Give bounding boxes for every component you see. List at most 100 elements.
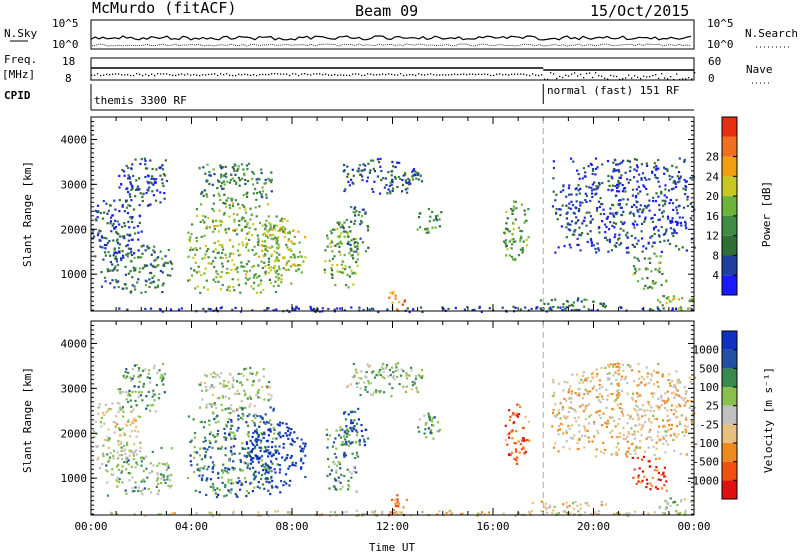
scatter-cell-11 [688,376,691,379]
scatter-cell-3 [245,246,248,249]
scatter-cell-11 [638,423,641,426]
scatter-cell-0 [114,251,117,254]
scatter-cell-11 [678,403,681,406]
scatter-cell-6 [344,454,347,457]
scatter-cell-0 [125,245,128,248]
scatter-cell-5 [300,447,303,450]
scatter-cell-11 [670,427,673,430]
scatter-cell-0 [105,244,108,247]
scatter-cell-11 [615,394,619,397]
scatter-cell-0 [106,494,109,497]
nave-dot [151,73,153,75]
scatter-cell-2 [164,159,167,162]
scatter-cell-7 [356,242,359,245]
scatter-cell-11 [646,205,649,208]
scatter-cell-11 [594,173,597,176]
scatter-cell-0 [163,478,166,481]
scatter-cell-11 [622,210,625,213]
scatter-cell-11 [595,251,598,254]
scatter-cell-11 [562,184,565,187]
scatter-cell-3 [260,416,263,419]
scatter-cell-11 [570,157,573,160]
scatter-cell-3 [193,436,196,439]
scatter-cell-3 [261,266,264,270]
scatter-cell-4 [237,176,240,179]
scatter-cell-6 [339,429,342,432]
scatter-cell-4 [258,378,261,382]
scatter-cell-10 [517,226,520,229]
scatter-cell-12 [647,286,650,290]
scatter-cell-6 [334,244,337,247]
scatter-cell-6 [347,444,351,447]
scatter-cell-10 [516,415,520,418]
scatter-cell-16 [527,510,530,513]
scatter-cell-3 [227,407,230,410]
scatter-cell-11 [598,205,601,209]
scatter-cell-16 [663,512,666,515]
scatter-cell-16 [363,512,366,515]
scatter-cell-16 [625,512,628,515]
scatter-cell-1 [126,233,129,236]
scatter-cell-11 [643,185,646,188]
scatter-cell-11 [655,447,658,450]
scatter-cell-4 [263,398,266,401]
scatter-cell-0 [145,280,148,283]
scatter-cell-11 [595,448,598,451]
scatter-cell-3 [233,467,236,470]
scatter-cell-10 [520,448,523,451]
scatter-cell-3 [224,253,227,256]
scatter-cell-3 [227,489,230,492]
scatter-cell-3 [226,267,229,270]
scatter-cell-3 [250,285,253,288]
scatter-cell-9 [427,207,430,211]
scatter-cell-2 [148,369,151,372]
nave-dot [517,73,519,75]
scatter-cell-3 [217,472,220,475]
colorbar-tick-label: 24 [706,170,720,183]
scatter-cell-8 [396,185,399,189]
scatter-cell-3 [253,486,256,489]
scatter-cell-2 [135,188,138,191]
scatter-cell-13 [669,497,672,500]
scatter-cell-3 [200,420,203,423]
scatter-cell-1 [118,402,121,405]
scatter-cell-5 [263,421,266,424]
scatter-cell-10 [525,238,528,241]
scatter-cell-7 [358,443,361,446]
scatter-cell-10 [513,457,516,461]
scatter-cell-0 [116,485,119,488]
scatter-cell-7 [354,206,357,209]
scatter-cell-11 [663,172,666,175]
scatter-cell-11 [672,385,675,388]
scatter-cell-3 [250,234,253,237]
scatter-cell-6 [326,446,329,449]
scatter-cell-11 [674,185,678,189]
scatter-cell-16 [662,307,665,310]
scatter-cell-8 [366,180,369,183]
scatter-cell-4 [217,192,220,195]
scatter-cell-3 [228,289,232,292]
scatter-cell-11 [682,187,685,190]
scatter-cell-0 [149,263,152,266]
scatter-cell-15 [574,500,577,503]
scatter-cell-11 [586,429,589,432]
scatter-cell-3 [207,256,210,259]
scatter-cell-5 [263,432,266,436]
scatter-cell-0 [129,269,132,273]
scatter-cell-11 [559,402,562,405]
scatter-cell-11 [640,381,643,384]
scatter-cell-3 [242,217,245,220]
scatter-cell-11 [676,381,679,384]
scatter-cell-4 [224,165,227,168]
scatter-cell-11 [670,392,673,395]
scatter-cell-3 [239,459,242,462]
scatter-cell-11 [661,199,664,202]
scatter-cell-8 [359,393,362,397]
scatter-cell-11 [674,386,677,389]
nsearch-tick-bottom: 10^0 [707,38,734,51]
scatter-cell-10 [527,420,531,423]
scatter-cell-16 [333,511,337,514]
scatter-cell-6 [357,455,360,458]
scatter-cell-8 [379,157,382,160]
y-tick-label: 2000 [61,223,88,236]
